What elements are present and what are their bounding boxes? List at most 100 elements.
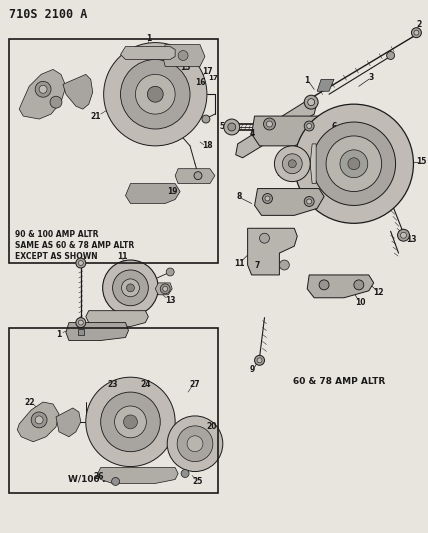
Polygon shape	[310, 144, 316, 183]
Polygon shape	[17, 402, 59, 442]
Text: 26: 26	[93, 472, 104, 481]
Circle shape	[354, 280, 364, 290]
Text: 17: 17	[208, 75, 218, 82]
Text: 25: 25	[193, 477, 203, 486]
Circle shape	[39, 85, 47, 93]
Circle shape	[326, 136, 382, 191]
Polygon shape	[19, 69, 66, 119]
Circle shape	[181, 470, 189, 478]
Circle shape	[122, 279, 140, 297]
Text: 21: 21	[90, 111, 101, 120]
Text: 9: 9	[250, 365, 255, 374]
Text: 11: 11	[117, 252, 128, 261]
Circle shape	[257, 358, 262, 363]
Polygon shape	[125, 183, 180, 204]
Text: 3: 3	[368, 73, 373, 82]
Circle shape	[127, 284, 134, 292]
Circle shape	[274, 146, 310, 182]
Text: 15: 15	[416, 157, 427, 166]
Circle shape	[202, 115, 210, 123]
Circle shape	[294, 104, 413, 223]
Text: 17: 17	[202, 67, 213, 76]
Text: 19: 19	[167, 187, 178, 196]
Text: 10: 10	[356, 298, 366, 307]
Circle shape	[104, 43, 207, 146]
Circle shape	[267, 121, 273, 127]
Circle shape	[304, 121, 314, 131]
Polygon shape	[248, 228, 297, 275]
Text: 13: 13	[406, 235, 417, 244]
Circle shape	[177, 426, 213, 462]
Text: 6: 6	[331, 122, 337, 131]
Circle shape	[348, 158, 360, 169]
Text: 8: 8	[237, 192, 242, 201]
Circle shape	[35, 82, 51, 97]
Circle shape	[78, 320, 83, 325]
Circle shape	[166, 268, 174, 276]
Polygon shape	[78, 328, 84, 335]
Text: 13: 13	[165, 296, 175, 305]
Circle shape	[279, 260, 289, 270]
Text: 24: 24	[140, 379, 151, 389]
Text: 1: 1	[146, 34, 151, 43]
Polygon shape	[86, 311, 149, 327]
Text: W/100 AMP ALTR: W/100 AMP ALTR	[68, 474, 153, 483]
Polygon shape	[236, 99, 317, 158]
Circle shape	[398, 229, 410, 241]
Text: 5: 5	[219, 122, 224, 131]
Text: 15: 15	[180, 63, 190, 72]
Circle shape	[124, 415, 137, 429]
Circle shape	[50, 96, 62, 108]
Text: 16: 16	[195, 78, 205, 87]
Circle shape	[259, 233, 270, 243]
Circle shape	[307, 199, 312, 204]
Text: 4: 4	[250, 130, 255, 139]
Polygon shape	[98, 467, 178, 483]
Circle shape	[147, 86, 163, 102]
Text: 11: 11	[235, 259, 245, 268]
Text: 710S 2100 A: 710S 2100 A	[9, 8, 88, 21]
Polygon shape	[175, 169, 215, 183]
Circle shape	[414, 30, 419, 35]
Polygon shape	[66, 322, 128, 341]
Text: 22: 22	[24, 398, 34, 407]
Polygon shape	[162, 45, 205, 67]
Text: 12: 12	[374, 288, 384, 297]
Polygon shape	[307, 275, 374, 298]
Circle shape	[86, 377, 175, 466]
Circle shape	[101, 392, 160, 451]
Circle shape	[135, 75, 175, 114]
Polygon shape	[121, 46, 175, 60]
Text: EXCEPT AS SHOWN: EXCEPT AS SHOWN	[15, 252, 98, 261]
Text: 27: 27	[190, 379, 200, 389]
Circle shape	[386, 52, 395, 60]
Circle shape	[31, 412, 47, 428]
Circle shape	[160, 284, 170, 294]
Polygon shape	[155, 283, 172, 295]
Text: SAME AS 60 & 78 AMP ALTR: SAME AS 60 & 78 AMP ALTR	[15, 241, 134, 250]
Circle shape	[76, 318, 86, 328]
Bar	[247, 112, 298, 148]
Circle shape	[121, 60, 190, 129]
Circle shape	[224, 119, 240, 135]
Circle shape	[288, 160, 296, 168]
Circle shape	[304, 95, 318, 109]
Circle shape	[187, 436, 203, 451]
Circle shape	[282, 154, 302, 174]
Text: 18: 18	[202, 141, 213, 150]
Bar	[9, 328, 218, 494]
Text: 7: 7	[255, 261, 260, 270]
Circle shape	[401, 232, 407, 238]
Circle shape	[163, 286, 168, 292]
Circle shape	[319, 280, 329, 290]
Text: 1: 1	[56, 330, 62, 339]
Bar	[9, 38, 218, 263]
Circle shape	[113, 270, 149, 306]
Circle shape	[228, 123, 236, 131]
Circle shape	[178, 51, 188, 60]
Text: 14: 14	[276, 169, 287, 178]
Polygon shape	[317, 79, 334, 91]
Polygon shape	[63, 75, 93, 109]
Circle shape	[115, 406, 146, 438]
Circle shape	[265, 196, 270, 201]
